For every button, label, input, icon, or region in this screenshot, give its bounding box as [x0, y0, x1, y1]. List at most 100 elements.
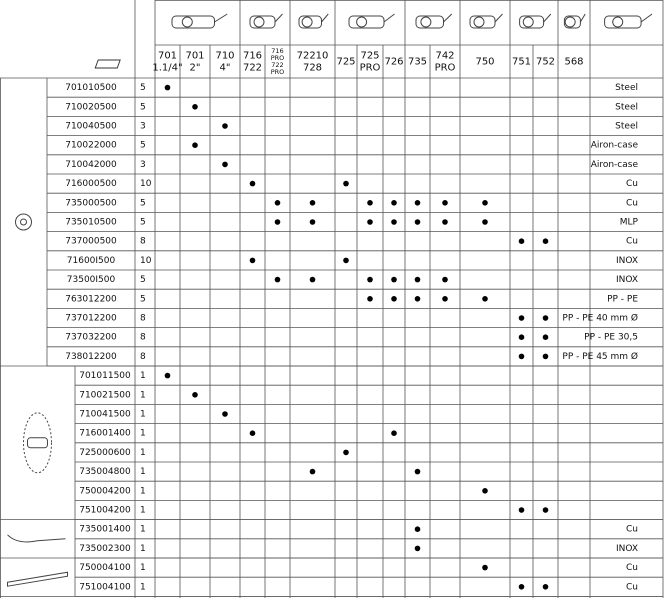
tool-icon: [563, 13, 586, 29]
article-code: 735004800: [79, 467, 131, 477]
material: Cu: [626, 198, 638, 208]
material: PP - PE 30,5: [584, 333, 638, 343]
quantity: 1: [140, 506, 146, 516]
quantity: 5: [140, 275, 146, 285]
column-label: 728: [303, 63, 322, 74]
tool-icon-wheel: [253, 16, 265, 28]
column-label: 716: [243, 51, 262, 62]
compatibility-dot: [442, 219, 448, 225]
compatibility-dot: [343, 449, 349, 456]
column-label: PRO: [271, 54, 285, 62]
quantity: 5: [140, 102, 146, 112]
tool-icon-handle: [274, 13, 283, 23]
compatibility-dot: [367, 200, 373, 206]
compatibility-dot: [518, 315, 525, 321]
compatibility-dot: [442, 276, 448, 283]
pin-path: [23, 412, 52, 474]
accessory-icon: [7, 571, 68, 587]
article-code: 738012200: [65, 352, 117, 362]
article-code: 701010500: [65, 83, 117, 93]
article-code: 735000500: [65, 198, 117, 208]
compatibility-dot: [309, 276, 316, 283]
material: Steel: [615, 83, 638, 93]
quantity: 1: [140, 410, 146, 420]
pin: [27, 437, 48, 449]
material: PP - PE: [607, 294, 638, 304]
material: Airon-case: [591, 141, 639, 151]
article-code: 735010500: [65, 218, 117, 228]
compatibility-dot: [518, 584, 525, 590]
material: Airon-case: [591, 160, 639, 170]
compatibility-dot: [482, 200, 488, 206]
compatibility-dot: [391, 200, 397, 206]
article-code: 710022000: [65, 141, 117, 151]
article-code: 763012200: [65, 294, 117, 304]
column-label: PRO: [435, 63, 456, 74]
tool-icon-handle: [383, 13, 395, 23]
compatibility-dot: [391, 219, 397, 225]
quantity: 1: [140, 467, 146, 477]
compatibility-dot: [249, 257, 256, 264]
compatibility-dot: [518, 334, 525, 341]
tool-icon: [469, 13, 503, 29]
quantity: 5: [140, 198, 146, 208]
article-code: 710040500: [65, 122, 117, 132]
compatibility-dot: [518, 238, 525, 244]
column-label: 710: [215, 51, 234, 62]
tool-icon: [171, 13, 228, 29]
material: Cu: [626, 525, 638, 535]
compatibility-dot: [414, 545, 421, 552]
tool-icon: [348, 13, 395, 29]
compatibility-dot: [309, 468, 316, 475]
compatibility-dot: [164, 372, 171, 379]
column-label: 2": [190, 63, 201, 74]
column-label: 568: [564, 57, 583, 68]
tool-icon-handle: [443, 13, 453, 23]
article-code: 716000500: [65, 179, 117, 189]
accessory-icon: [15, 213, 32, 231]
quantity: 1: [140, 448, 146, 458]
compatibility-dot: [222, 161, 228, 168]
material: Cu: [626, 563, 638, 573]
quantity: 1: [140, 390, 146, 400]
article-code: 751004100: [79, 582, 131, 592]
material: Cu: [626, 179, 638, 189]
compatibility-dot: [367, 219, 373, 225]
deburrer: [7, 571, 68, 587]
tool-icon-body: [171, 15, 215, 29]
compatibility-dot: [542, 334, 549, 341]
tool-icon-handle: [543, 13, 552, 23]
tool-icon-wheel: [612, 16, 624, 28]
article-code: 73500I500: [67, 275, 116, 285]
compatibility-dot: [482, 488, 488, 494]
compatibility-dot: [542, 584, 549, 590]
column-label: 725: [336, 57, 355, 68]
tool-icon: [519, 13, 552, 29]
tool-icon: [604, 13, 653, 29]
compatibility-dot: [343, 257, 349, 264]
column-label: 72210: [297, 51, 329, 62]
compatibility-dot: [482, 564, 488, 571]
tool-icon-wheel: [420, 16, 432, 28]
column-label: 716: [271, 47, 283, 55]
tool-icon-wheel: [301, 16, 313, 28]
quantity: 1: [140, 544, 146, 554]
article-code: 701011500: [79, 371, 131, 381]
column-label: 742: [435, 51, 454, 62]
material: Steel: [615, 122, 638, 132]
wheel-inner: [20, 218, 27, 226]
material: INOX: [616, 256, 638, 266]
article-code: 751004200: [79, 506, 131, 516]
column-label: PRO: [271, 68, 285, 76]
quantity: 1: [140, 486, 146, 496]
tool-icon-handle: [640, 13, 653, 23]
quantity: 1: [140, 525, 146, 535]
tool-icon: [415, 13, 453, 29]
column-label: 752: [536, 57, 555, 68]
article-code: 710041500: [79, 410, 131, 420]
tool-icon: [298, 13, 329, 29]
quantity: 8: [140, 237, 146, 247]
column-label: 701: [185, 51, 204, 62]
column-label: 735: [408, 57, 427, 68]
compatibility-dot: [518, 353, 525, 360]
